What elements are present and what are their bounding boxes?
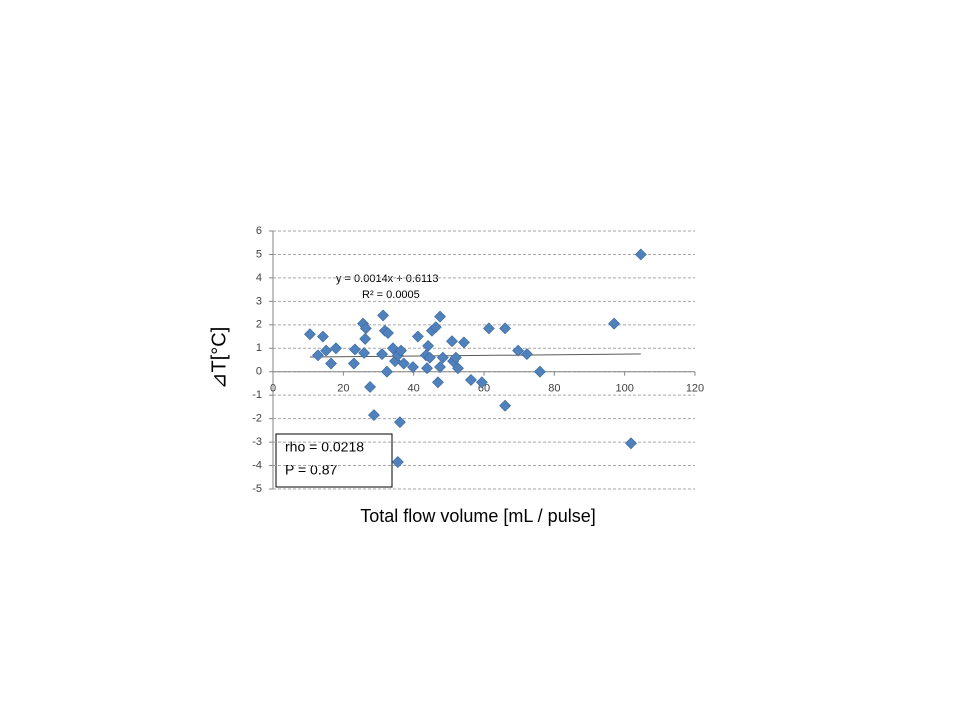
- data-point: [349, 343, 361, 356]
- data-point: [434, 310, 446, 323]
- data-point: [376, 348, 388, 361]
- data-point: [330, 342, 342, 355]
- data-point: [434, 361, 446, 373]
- data-point: [482, 322, 495, 335]
- data-point: [520, 348, 533, 361]
- y-tick-label: 2: [256, 319, 262, 331]
- data-point: [422, 340, 435, 352]
- data-point: [411, 330, 424, 343]
- data-point: [512, 344, 525, 357]
- data-point: [382, 327, 394, 339]
- y-tick-label: 3: [256, 295, 262, 307]
- data-point: [377, 309, 389, 322]
- y-tick-label: 5: [256, 248, 262, 260]
- x-axis-label: Total flow volume [mL / pulse]: [360, 506, 595, 526]
- y-tick-label: -4: [252, 459, 262, 471]
- y-tick-label: -1: [252, 389, 262, 401]
- data-point: [499, 322, 512, 335]
- data-point: [421, 362, 433, 375]
- data-point: [533, 365, 546, 378]
- y-tick-label: 0: [256, 366, 262, 378]
- data-point: [458, 336, 470, 349]
- data-point: [358, 347, 371, 359]
- data-point: [317, 330, 329, 343]
- annotation-box: [275, 433, 393, 488]
- x-tick-label: 20: [337, 383, 349, 395]
- data-point: [359, 332, 372, 345]
- data-point: [368, 409, 380, 422]
- data-point: [465, 374, 477, 386]
- trend-equation: y = 0.0014x + 0.6113: [336, 273, 439, 285]
- data-point: [423, 351, 436, 364]
- data-point: [436, 351, 449, 364]
- data-point: [429, 321, 442, 334]
- data-point: [475, 376, 488, 389]
- data-point: [452, 362, 464, 375]
- data-point: [325, 357, 337, 370]
- y-tick-label: -5: [252, 483, 262, 495]
- data-point: [347, 357, 360, 370]
- data-point: [395, 344, 407, 357]
- y-tick-label: 1: [256, 342, 262, 354]
- data-point: [394, 416, 406, 429]
- y-axis-label: ⊿T[°C]: [208, 327, 230, 390]
- y-tick-label: 6: [256, 225, 262, 237]
- trend-line: [309, 353, 641, 358]
- data-point: [432, 376, 444, 389]
- data-point: [449, 351, 462, 364]
- data-point: [407, 361, 419, 373]
- annotation: rho = 0.0218: [285, 439, 364, 455]
- data-point: [320, 344, 333, 357]
- data-point: [446, 335, 458, 348]
- data-point: [499, 399, 512, 412]
- data-point: [381, 365, 393, 378]
- data-point: [391, 456, 404, 468]
- x-tick-label: 80: [548, 383, 560, 395]
- x-tick-label: 120: [686, 383, 704, 395]
- annotation: P = 0.87: [285, 462, 338, 478]
- data-point: [364, 381, 376, 393]
- y-tick-label: -2: [252, 413, 262, 425]
- x-tick-label: 100: [615, 383, 633, 395]
- y-tick-label: -3: [252, 436, 262, 448]
- y-tick-label: 4: [256, 272, 262, 284]
- x-tick-label: 0: [270, 383, 276, 395]
- data-point: [625, 437, 637, 450]
- data-point: [304, 328, 316, 341]
- data-point: [634, 248, 647, 261]
- data-point: [608, 317, 621, 330]
- trend-r-squared: R² = 0.0005: [362, 289, 420, 301]
- data-point: [397, 357, 410, 370]
- data-point: [312, 349, 324, 362]
- x-tick-label: 40: [408, 383, 420, 395]
